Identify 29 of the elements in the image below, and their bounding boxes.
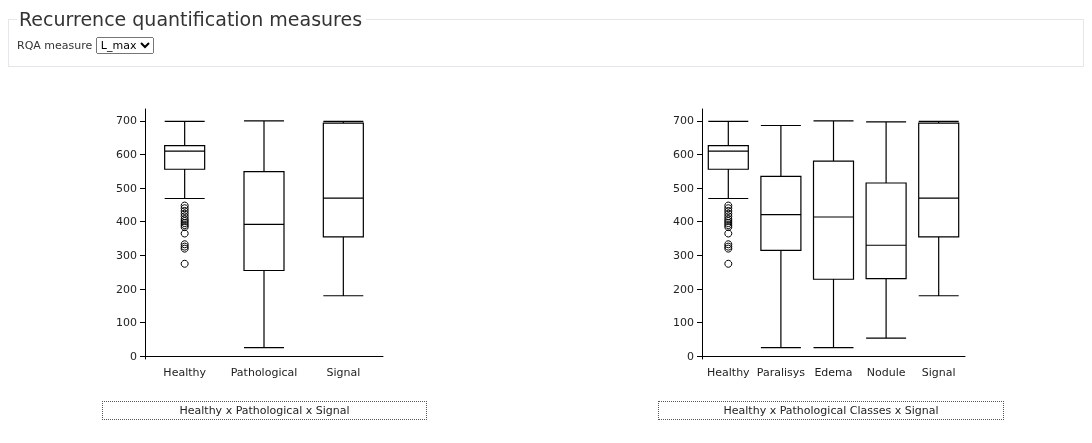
y-tick-label: 500 (673, 181, 694, 195)
y-tick-label: 200 (673, 282, 694, 296)
y-tick-label: 300 (116, 248, 137, 262)
y-tick-label: 400 (116, 215, 137, 229)
y-tick-label: 400 (673, 215, 694, 229)
y-tick-label: 600 (116, 147, 137, 161)
x-tick-label: Healthy (163, 366, 207, 379)
y-tick-label: 700 (116, 114, 137, 128)
y-tick-label: 500 (116, 181, 137, 195)
text: L_max (95, 37, 154, 54)
y-tick-label: 700 (673, 114, 694, 128)
y-tick-label: 100 (673, 316, 694, 330)
y-tick-label: 200 (116, 282, 137, 296)
x-tick-label: Edema (814, 366, 853, 379)
y-tick-label: 0 (687, 349, 694, 363)
text: Recurrence quantification measures (18, 8, 364, 30)
y-tick-label: 600 (673, 147, 694, 161)
y-tick-label: 100 (116, 316, 137, 330)
text: Healthy x Pathological x Signal (102, 401, 427, 420)
x-tick-label: Paralisys (756, 366, 806, 379)
y-tick-label: 300 (673, 248, 694, 262)
y-tick-label: 0 (130, 349, 137, 363)
text: RQA measure (17, 39, 93, 52)
x-tick-label: Pathological (230, 366, 298, 379)
x-tick-label: Healthy (706, 366, 751, 379)
x-tick-label: Signal (921, 366, 956, 379)
x-tick-label: Signal (326, 366, 361, 379)
x-tick-label: Nodule (866, 366, 906, 379)
text: Healthy x Pathological Classes x Signal (658, 401, 1004, 420)
